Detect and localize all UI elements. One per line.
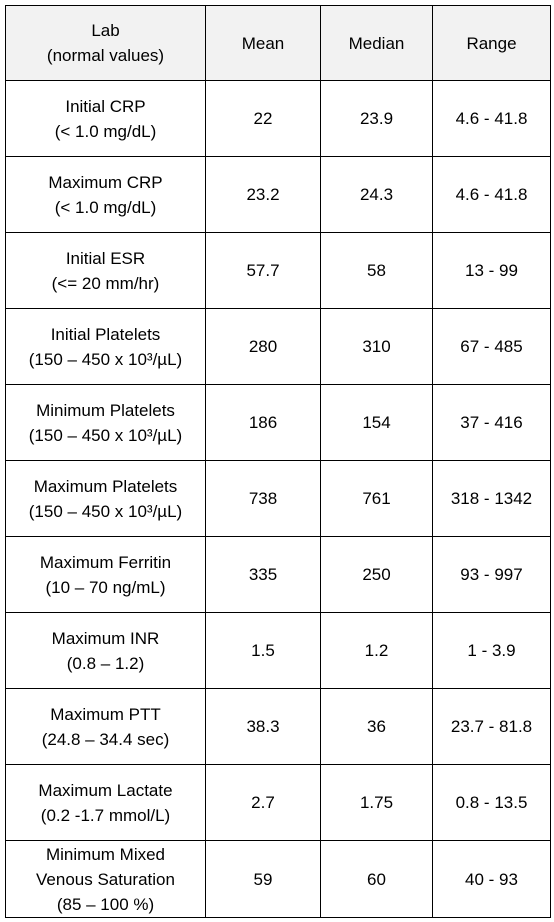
cell-mean: 57.7	[205, 232, 321, 309]
cell-lab-line: Maximum CRP	[48, 172, 163, 192]
cell-lab-line: Maximum Ferritin	[39, 552, 172, 572]
cell-range: 4.6 - 41.8	[432, 156, 551, 233]
cell-lab-line: Minimum Mixed	[45, 844, 166, 864]
header-lab-line1: Lab	[91, 21, 120, 40]
cell-lab-line: Maximum PTT	[50, 704, 161, 724]
cell-lab-line: Venous Saturation	[36, 869, 175, 889]
cell-median: 761	[320, 460, 433, 537]
cell-median: 60	[320, 840, 433, 918]
cell-lab-line: (150 – 450 x 10³/µL)	[28, 425, 183, 445]
cell-lab: Maximum PTT (24.8 – 34.4 sec)	[5, 688, 206, 765]
cell-median: 154	[320, 384, 433, 461]
cell-lab: Maximum Platelets (150 – 450 x 10³/µL)	[5, 460, 206, 537]
cell-median: 250	[320, 536, 433, 613]
cell-lab-line: (0.8 – 1.2)	[66, 653, 145, 673]
header-median: Median	[320, 5, 433, 81]
cell-median: 23.9	[320, 80, 433, 157]
table-row: Maximum Lactate (0.2 -1.7 mmol/L) 2.7 1.75 0…	[5, 764, 551, 841]
cell-range: 0.8 - 13.5	[432, 764, 551, 841]
cell-lab-line: (<= 20 mm/hr)	[51, 273, 160, 293]
cell-median: 1.75	[320, 764, 433, 841]
cell-mean: 23.2	[205, 156, 321, 233]
table-row: Maximum Platelets (150 – 450 x 10³/µL) 738…	[5, 460, 551, 537]
lab-values-table: Lab (normal values) Mean Median Range In…	[5, 5, 551, 918]
cell-lab-line: (< 1.0 mg/dL)	[54, 197, 157, 217]
cell-lab-line: Maximum INR	[51, 628, 160, 648]
cell-lab-line: (24.8 – 34.4 sec)	[41, 729, 170, 749]
cell-lab-line: Initial CRP	[65, 96, 146, 116]
cell-mean: 280	[205, 308, 321, 385]
table-header-row: Lab (normal values) Mean Median Range	[5, 5, 551, 81]
cell-mean: 1.5	[205, 612, 321, 689]
table-row: Maximum CRP (< 1.0 mg/dL) 23.2 24.3 4.6 - 41…	[5, 156, 551, 233]
cell-median: 1.2	[320, 612, 433, 689]
cell-mean: 738	[205, 460, 321, 537]
cell-mean: 22	[205, 80, 321, 157]
cell-median: 58	[320, 232, 433, 309]
cell-lab: Maximum Ferritin (10 – 70 ng/mL)	[5, 536, 206, 613]
cell-lab-line: (10 – 70 ng/mL)	[45, 577, 166, 597]
header-mean: Mean	[205, 5, 321, 81]
table-row: Maximum PTT (24.8 – 34.4 sec) 38.3 36 23.7 -…	[5, 688, 551, 765]
cell-range: 37 - 416	[432, 384, 551, 461]
cell-range: 4.6 - 41.8	[432, 80, 551, 157]
cell-lab: Minimum Mixed Venous Saturation (85 – 100 …	[5, 840, 206, 918]
cell-range: 23.7 - 81.8	[432, 688, 551, 765]
cell-range: 40 - 93	[432, 840, 551, 918]
cell-lab-line: (150 – 450 x 10³/µL)	[28, 501, 183, 521]
cell-lab: Maximum CRP (< 1.0 mg/dL)	[5, 156, 206, 233]
cell-lab-line: Initial Platelets	[50, 324, 161, 344]
cell-lab-line: (150 – 450 x 10³/µL)	[28, 349, 183, 369]
cell-lab-line: Maximum Platelets	[33, 476, 178, 496]
cell-lab: Maximum INR (0.8 – 1.2)	[5, 612, 206, 689]
table-body: Initial CRP (< 1.0 mg/dL) 22 23.9 4.6 - 41.8…	[5, 80, 551, 918]
cell-median: 310	[320, 308, 433, 385]
table-row: Initial CRP (< 1.0 mg/dL) 22 23.9 4.6 - 41.8	[5, 80, 551, 157]
cell-range: 318 - 1342	[432, 460, 551, 537]
table-row: Minimum Platelets (150 – 450 x 10³/µL) 186…	[5, 384, 551, 461]
cell-mean: 186	[205, 384, 321, 461]
cell-range: 93 - 997	[432, 536, 551, 613]
cell-mean: 59	[205, 840, 321, 918]
cell-lab-line: (< 1.0 mg/dL)	[54, 121, 157, 141]
cell-lab-line: Maximum Lactate	[38, 780, 173, 800]
cell-median: 24.3	[320, 156, 433, 233]
cell-range: 13 - 99	[432, 232, 551, 309]
cell-mean: 335	[205, 536, 321, 613]
cell-lab: Initial Platelets (150 – 450 x 10³/µL)	[5, 308, 206, 385]
cell-range: 67 - 485	[432, 308, 551, 385]
header-lab: Lab (normal values)	[5, 5, 206, 81]
cell-lab-line: Minimum Platelets	[36, 400, 175, 420]
table-row: Minimum Mixed Venous Saturation (85 – 100 …	[5, 840, 551, 918]
cell-lab: Initial CRP (< 1.0 mg/dL)	[5, 80, 206, 157]
cell-mean: 38.3	[205, 688, 321, 765]
cell-lab: Initial ESR (<= 20 mm/hr)	[5, 232, 206, 309]
cell-mean: 2.7	[205, 764, 321, 841]
cell-median: 36	[320, 688, 433, 765]
table-row: Initial ESR (<= 20 mm/hr) 57.7 58 13 - 99	[5, 232, 551, 309]
cell-lab: Minimum Platelets (150 – 450 x 10³/µL)	[5, 384, 206, 461]
cell-lab-line: Initial ESR	[65, 248, 146, 268]
header-lab-line2: (normal values)	[46, 46, 165, 65]
cell-lab-line: (85 – 100 %)	[56, 894, 155, 914]
cell-range: 1 - 3.9	[432, 612, 551, 689]
table-row: Initial Platelets (150 – 450 x 10³/µL) 280…	[5, 308, 551, 385]
header-range: Range	[432, 5, 551, 81]
cell-lab: Maximum Lactate (0.2 -1.7 mmol/L)	[5, 764, 206, 841]
table-row: Maximum INR (0.8 – 1.2) 1.5 1.2 1 - 3.9	[5, 612, 551, 689]
table-row: Maximum Ferritin (10 – 70 ng/mL) 335 250 93 …	[5, 536, 551, 613]
cell-lab-line: (0.2 -1.7 mmol/L)	[40, 805, 171, 825]
